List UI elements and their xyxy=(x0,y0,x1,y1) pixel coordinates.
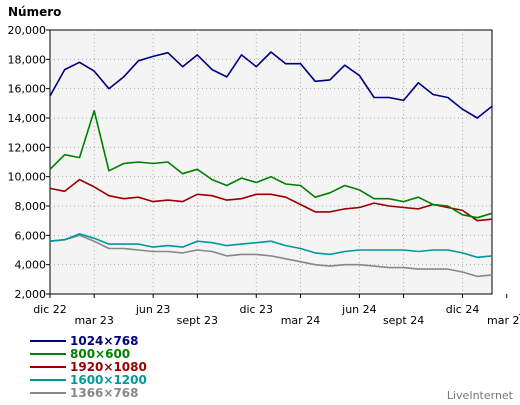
y-axis-ticks: 2,000 4,000 6,000 8,000 10,000 12,000 14,000 16… xyxy=(8,24,50,301)
plot-area xyxy=(49,29,493,295)
x-axis-ticks: dic 22 mar 23 jun 23 sept 23 dic 23 mar 24 jun… xyxy=(33,294,520,327)
y-tick-label: 10,000 xyxy=(8,171,47,184)
x-tick-label: jun 24 xyxy=(341,303,377,316)
legend-label: 800×600 xyxy=(70,347,130,361)
series-line xyxy=(49,51,493,119)
legend: 1024×768800×6001920×10801600×12001366×76… xyxy=(30,334,147,400)
x-tick-label: sept 23 xyxy=(177,314,218,327)
series-line xyxy=(49,234,493,278)
x-tick-label: dic 23 xyxy=(239,303,273,316)
y-tick-label: 2,000 xyxy=(15,288,47,301)
y-tick-label: 20,000 xyxy=(8,24,47,37)
x-tick-label: dic 24 xyxy=(446,303,480,316)
y-tick-label: 6,000 xyxy=(15,229,47,242)
legend-label: 1920×1080 xyxy=(70,360,147,374)
legend-label: 1600×1200 xyxy=(70,373,147,387)
y-tick-label: 14,000 xyxy=(8,112,47,125)
y-tick-label: 8,000 xyxy=(15,200,47,213)
y-axis-label: Número xyxy=(8,5,61,19)
y-tick-label: 16,000 xyxy=(8,83,47,96)
x-tick-label: mar 24 xyxy=(281,314,320,327)
x-tick-label: sept 24 xyxy=(383,314,424,327)
y-tick-label: 18,000 xyxy=(8,53,47,66)
series-line xyxy=(49,109,493,219)
x-tick-label: jun 25 xyxy=(518,303,520,316)
y-tick-label: 4,000 xyxy=(15,259,47,272)
series-lines xyxy=(49,51,493,278)
series-line xyxy=(49,178,493,222)
x-tick-label: dic 22 xyxy=(33,303,67,316)
credit-label: LiveInternet xyxy=(447,389,514,402)
legend-label: 1024×768 xyxy=(70,334,139,348)
series-line xyxy=(49,233,493,259)
y-tick-label: 12,000 xyxy=(8,141,47,154)
legend-label: 1366×768 xyxy=(70,386,139,400)
x-tick-label: mar 23 xyxy=(74,314,113,327)
x-tick-label: mar 25 xyxy=(487,314,520,327)
x-tick-label: jun 23 xyxy=(135,303,171,316)
